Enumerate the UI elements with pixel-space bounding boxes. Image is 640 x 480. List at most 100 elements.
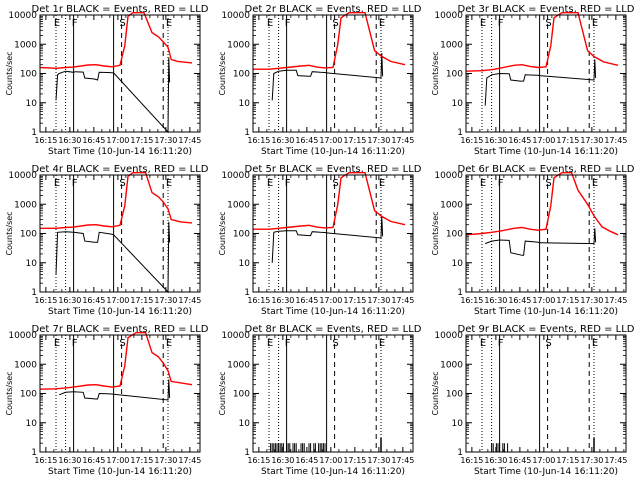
x-tick-label: 17:00 (319, 296, 342, 305)
x-tick-label: 16:30 (58, 296, 81, 305)
marker-label: S (332, 18, 338, 29)
x-tick-label: 16:30 (271, 296, 294, 305)
x-tick-label: 17:00 (106, 456, 129, 465)
y-tick-label: 10000 (8, 331, 37, 341)
axes-frame (252, 334, 414, 453)
series-lld-line (253, 171, 406, 230)
y-tick-label: 10000 (434, 11, 463, 21)
x-axis-label: Start Time (10-Jun-14 16:11:20) (261, 147, 405, 157)
y-tick-label: 100 (20, 390, 37, 400)
x-tick-label: 17:00 (319, 136, 342, 145)
panel-det-6: Det 6r BLACK = Events, RED = LLD E F S E 1 10 1… (431, 164, 635, 317)
y-tick-label: 10 (239, 419, 251, 429)
y-tick-label: 1 (457, 128, 463, 138)
axes-frame (465, 334, 627, 453)
marker-label: E (166, 338, 172, 349)
y-tick-label: 100 (233, 70, 250, 80)
y-tick-label: 10 (239, 99, 251, 109)
x-tick-label: 17:30 (154, 296, 177, 305)
panel-det-8: Det 8r BLACK = Events, RED = LLD E F S E 1 10 1… (218, 324, 422, 477)
x-tick-label: 16:30 (484, 456, 507, 465)
y-tick-label: 1000 (14, 40, 37, 50)
marker-label: E (379, 18, 385, 29)
x-tick-label: 16:30 (484, 296, 507, 305)
x-tick-label: 17:45 (604, 136, 627, 145)
x-tick-label: 17:00 (532, 296, 555, 305)
y-axis-label: Counts/sec (431, 211, 440, 255)
x-tick-label: 16:15 (34, 136, 57, 145)
panel-det-3: Det 3r BLACK = Events, RED = LLD E F S E 1 10 1… (431, 4, 635, 157)
panel-title: Det 5r BLACK = Events, RED = LLD (245, 164, 422, 175)
x-tick-label: 16:15 (460, 456, 483, 465)
x-tick-label: 17:45 (391, 456, 414, 465)
y-tick-label: 100 (446, 390, 463, 400)
x-axis-label: Start Time (10-Jun-14 16:11:20) (474, 147, 618, 157)
panel-title: Det 7r BLACK = Events, RED = LLD (32, 324, 209, 335)
y-tick-label: 1000 (440, 200, 463, 210)
axes-frame (39, 174, 201, 293)
marker-label: S (545, 178, 551, 189)
y-tick-label: 1 (31, 448, 37, 458)
y-tick-label: 10000 (8, 11, 37, 21)
x-axis-label: Start Time (10-Jun-14 16:11:20) (474, 467, 618, 477)
x-tick-label: 17:30 (580, 456, 603, 465)
x-axis-label: Start Time (10-Jun-14 16:11:20) (261, 467, 405, 477)
x-tick-label: 17:00 (532, 456, 555, 465)
panel-title: Det 1r BLACK = Events, RED = LLD (32, 4, 209, 15)
y-axis-label: Counts/sec (218, 211, 227, 255)
x-axis-label: Start Time (10-Jun-14 16:11:20) (261, 307, 405, 317)
marker-label: F (498, 338, 504, 349)
x-tick-label: 16:30 (58, 136, 81, 145)
x-tick-label: 17:15 (343, 136, 366, 145)
x-tick-label: 17:00 (106, 136, 129, 145)
marker-label: S (332, 338, 338, 349)
y-tick-label: 10 (239, 259, 251, 269)
x-tick-label: 16:45 (508, 136, 531, 145)
x-tick-label: 17:30 (580, 136, 603, 145)
marker-label: E (592, 178, 598, 189)
marker-label: F (498, 178, 504, 189)
y-tick-label: 1 (244, 128, 250, 138)
series-lld-line (465, 171, 619, 236)
x-tick-label: 17:45 (178, 296, 201, 305)
x-tick-label: 17:30 (367, 456, 390, 465)
panel-title: Det 3r BLACK = Events, RED = LLD (458, 4, 635, 15)
axes-frame (465, 174, 627, 293)
y-tick-label: 1000 (440, 40, 463, 50)
marker-label: F (285, 18, 291, 29)
series-events-line (59, 379, 171, 401)
marker-label: S (119, 338, 125, 349)
x-tick-label: 17:00 (106, 296, 129, 305)
series-events-line (484, 59, 597, 106)
x-tick-label: 16:30 (271, 136, 294, 145)
x-axis-label: Start Time (10-Jun-14 16:11:20) (48, 307, 192, 317)
y-axis-label: Counts/sec (5, 51, 14, 95)
x-tick-label: 16:45 (82, 456, 105, 465)
y-axis-label: Counts/sec (431, 51, 440, 95)
marker-label: S (545, 18, 551, 29)
y-axis-label: Counts/sec (218, 371, 227, 415)
x-tick-label: 17:15 (556, 456, 579, 465)
x-axis-label: Start Time (10-Jun-14 16:11:20) (48, 147, 192, 157)
y-tick-label: 10000 (8, 171, 37, 181)
marker-label: F (72, 178, 78, 189)
x-tick-label: 17:00 (532, 136, 555, 145)
x-tick-label: 17:45 (604, 296, 627, 305)
panel-det-2: Det 2r BLACK = Events, RED = LLD E F S E 1 10 1… (218, 4, 422, 157)
x-tick-label: 17:15 (343, 296, 366, 305)
marker-label: E (267, 338, 273, 349)
y-axis-label: Counts/sec (431, 371, 440, 415)
x-tick-label: 16:45 (295, 456, 318, 465)
marker-label: E (592, 338, 598, 349)
marker-label: E (480, 338, 486, 349)
x-axis-label: Start Time (10-Jun-14 16:11:20) (48, 467, 192, 477)
y-tick-label: 1 (31, 128, 37, 138)
y-tick-label: 10000 (434, 331, 463, 341)
x-tick-label: 16:45 (295, 296, 318, 305)
y-tick-label: 10 (26, 259, 38, 269)
y-tick-label: 1000 (14, 360, 37, 370)
y-tick-label: 10000 (221, 171, 250, 181)
y-axis-label: Counts/sec (5, 371, 14, 415)
y-tick-label: 1 (244, 448, 250, 458)
